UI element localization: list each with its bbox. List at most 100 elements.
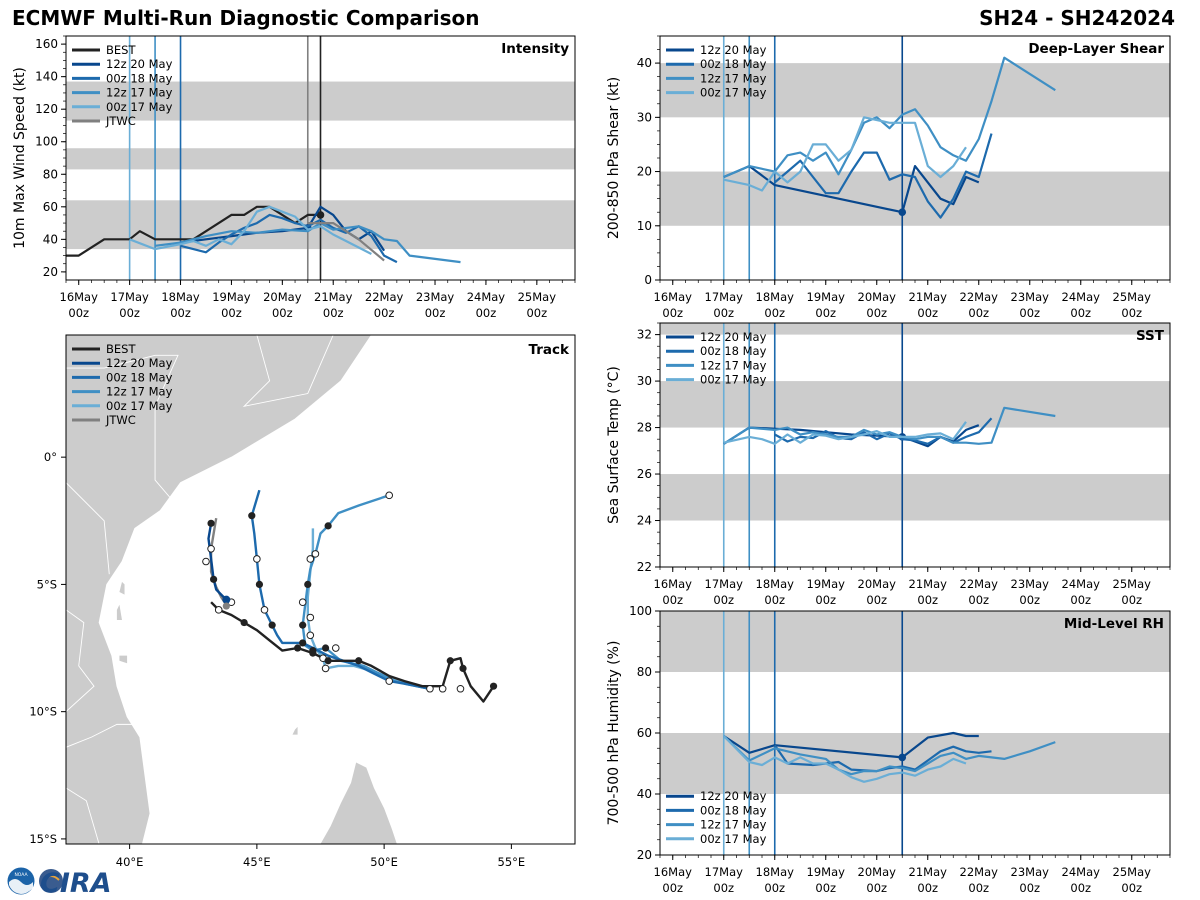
- series-line: [723, 421, 967, 445]
- y-tick-label: 28: [637, 421, 652, 435]
- track-jtwc-marker: [222, 602, 230, 610]
- y-tick-label: 20: [637, 165, 652, 179]
- x-tick-label: 00z: [917, 306, 938, 320]
- x-tick-label: 00z: [815, 593, 836, 607]
- track-filled-marker: [446, 657, 454, 665]
- track-filled-marker: [324, 522, 332, 530]
- x-tick-label: 00z: [764, 593, 785, 607]
- x-tick-label: 50°E: [370, 855, 398, 869]
- track-line: [210, 601, 495, 703]
- shaded-band: [660, 733, 1170, 794]
- x-tick-label: 23May: [416, 290, 455, 304]
- track-hollow-marker: [306, 613, 315, 622]
- panel-intensity: 20 40 60 80 100 120 140 160 16May 00z 17May 00z 18Ma…: [12, 35, 576, 320]
- track-filled-marker: [268, 621, 276, 629]
- x-tick-label: 25May: [1113, 577, 1152, 591]
- y-tick-label: 32: [637, 328, 652, 342]
- track-hollow-marker: [438, 684, 447, 693]
- island-land: [116, 604, 122, 621]
- track-hollow-marker: [321, 664, 330, 673]
- island-land: [119, 655, 128, 664]
- track-hollow-marker: [385, 677, 394, 685]
- x-tick-label: 00z: [662, 593, 683, 607]
- legend-entry: JTWC: [105, 114, 136, 128]
- x-tick-label: 00z: [713, 881, 734, 895]
- track-current-marker: [222, 595, 231, 604]
- track-hollow-marker: [306, 555, 315, 563]
- x-tick-label: 20May: [858, 290, 897, 304]
- legend-entry: BEST: [106, 342, 136, 356]
- country-border: [66, 723, 140, 748]
- x-tick-label: 16May: [654, 577, 693, 591]
- y-tick-label: 80: [43, 167, 58, 181]
- y-tick-label: 40: [43, 232, 58, 246]
- plot-area: [66, 36, 575, 280]
- x-tick-label: 21May: [909, 865, 948, 879]
- track-filled-marker: [293, 644, 302, 652]
- x-tick-label: 22May: [960, 577, 999, 591]
- y-tick-label: 24: [637, 514, 652, 528]
- country-border: [242, 335, 334, 407]
- panel-title: Deep-Layer Shear: [1028, 41, 1164, 57]
- track-filled-marker: [321, 644, 330, 652]
- x-tick-label: 17May: [705, 290, 744, 304]
- y-axis-label: 10m Max Wind Speed (kt): [12, 67, 28, 249]
- y-tick-label: 26: [637, 467, 652, 481]
- y-tick-label: 30: [637, 374, 652, 388]
- x-tick-label: 18May: [756, 865, 795, 879]
- panel-title: SST: [1136, 328, 1165, 344]
- y-tick-label: 160: [35, 37, 58, 51]
- x-tick-label: 00z: [866, 881, 887, 895]
- cira-logo: NOAA CIRA: [7, 867, 112, 896]
- x-tick-label: 20May: [263, 290, 302, 304]
- y-tick-label: 15°S: [29, 832, 57, 846]
- legend-entry: 12z 20 May: [700, 330, 767, 344]
- track-filled-marker: [255, 580, 264, 589]
- panel-track: 40°E 45°E 50°E 55°E0°5°S10°S15°STrackBEST12…: [29, 334, 576, 869]
- track-hollow-marker: [298, 598, 307, 607]
- x-tick-label: 19May: [807, 865, 846, 879]
- y-tick-label: 10: [637, 219, 652, 233]
- africa-land: [66, 335, 372, 844]
- track-hollow-marker: [253, 555, 261, 563]
- x-tick-label: 00z: [866, 306, 887, 320]
- series-line: [129, 205, 372, 255]
- track-hollow-marker: [426, 684, 434, 693]
- map-frame: [65, 334, 576, 845]
- y-tick-label: 5°S: [37, 577, 57, 591]
- y-tick-label: 0: [644, 273, 652, 287]
- y-tick-label: 100: [629, 604, 652, 618]
- x-tick-label: 55°E: [498, 855, 526, 869]
- x-tick-label: 00z: [374, 306, 395, 320]
- legend-entry: JTWC: [105, 413, 136, 427]
- x-tick-label: 40°E: [116, 855, 144, 869]
- track-hollow-marker: [202, 557, 210, 566]
- track-filled-marker: [324, 657, 332, 665]
- x-tick-label: 22May: [960, 290, 999, 304]
- x-tick-label: 00z: [713, 306, 734, 320]
- x-tick-label: 00z: [764, 306, 785, 320]
- x-tick-label: 18May: [161, 290, 200, 304]
- track-hollow-marker: [311, 550, 320, 558]
- x-tick-label: 18May: [756, 290, 795, 304]
- x-tick-label: 00z: [323, 306, 344, 320]
- x-tick-label: 23May: [1011, 865, 1050, 879]
- track-hollow-marker: [214, 606, 223, 614]
- x-tick-label: 23May: [1011, 577, 1050, 591]
- x-tick-label: 00z: [968, 881, 989, 895]
- x-tick-label: 24May: [1062, 865, 1101, 879]
- legend-entry: 12z 17 May: [700, 818, 767, 832]
- series-line: [723, 735, 1056, 776]
- legend-entry: 00z 18 May: [106, 370, 173, 384]
- track-filled-marker: [240, 618, 248, 627]
- x-tick-label: 00z: [1070, 593, 1091, 607]
- series-line: [723, 165, 980, 214]
- shaded-band: [660, 611, 1170, 672]
- x-tick-label: 25May: [1113, 290, 1152, 304]
- country-border: [66, 787, 100, 844]
- track-filled-marker: [355, 657, 363, 665]
- map-area: [66, 335, 498, 844]
- x-tick-label: 17May: [110, 290, 149, 304]
